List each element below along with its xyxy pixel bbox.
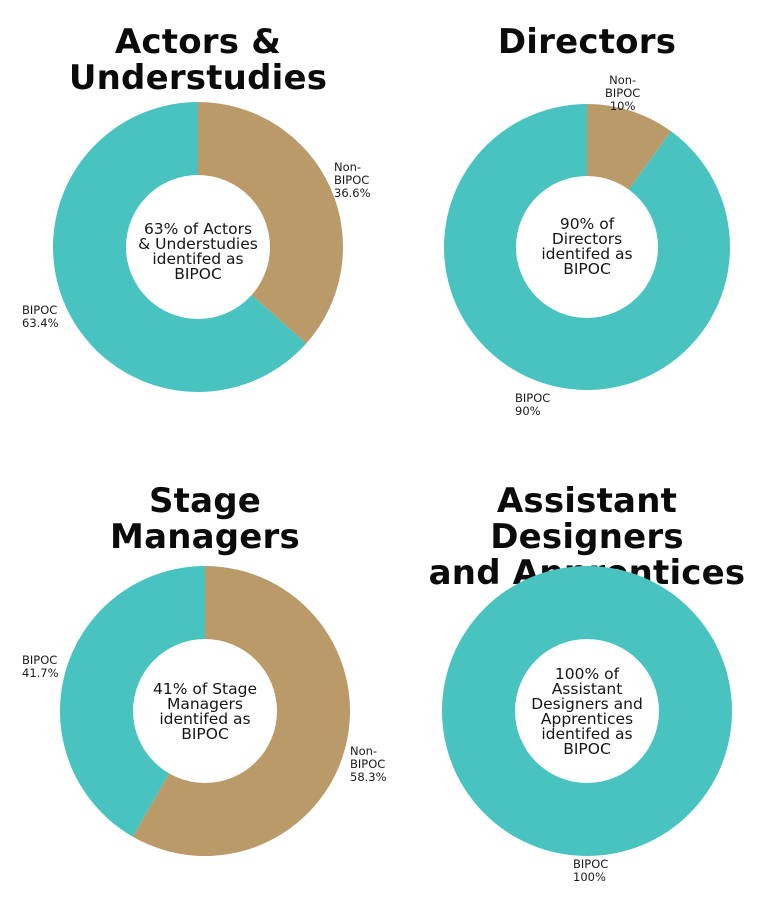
data-label-name: BIPOC	[573, 857, 609, 871]
chart-title-line: Understudies	[68, 58, 328, 98]
center-caption-line: BIPOC	[174, 265, 222, 283]
donut-hole	[516, 176, 658, 318]
data-label-value: 41.7%	[22, 666, 59, 680]
data-label-name: Non-BIPOC	[605, 73, 641, 100]
chart-title-line: Actors &	[114, 22, 282, 62]
data-label-value: 36.6%	[334, 186, 371, 200]
data-label-name: Non-BIPOC	[334, 160, 370, 187]
donut-hole	[126, 175, 270, 319]
donut-hole	[515, 639, 659, 783]
center-caption-line: BIPOC	[181, 725, 229, 743]
center-caption-line: 41% of Stage	[152, 680, 258, 698]
center-caption-line: Assistant	[551, 680, 623, 698]
center-caption-line: identifed as	[159, 710, 251, 728]
data-label-bipoc: BIPOC 41.7%	[22, 654, 59, 680]
data-label-value: 58.3%	[350, 770, 387, 784]
center-caption-line: BIPOC	[563, 260, 611, 278]
center-caption-line: Directors	[551, 230, 623, 248]
data-label-name: Non-BIPOC	[350, 744, 386, 771]
center-caption-line: 100% of	[554, 665, 620, 683]
center-caption: 100% of Assistant Designers and Apprentices…	[517, 665, 657, 758]
center-caption-line: identifed as	[541, 245, 633, 263]
center-caption-line: BIPOC	[563, 740, 611, 758]
data-label-bipoc: BIPOC 100%	[573, 858, 608, 884]
data-label-bipoc: BIPOC 90%	[515, 392, 550, 418]
data-label-value: 10%	[609, 99, 636, 113]
center-caption: 90% of Directors identifed as BIPOC	[517, 215, 657, 278]
chart-title-line: Stage	[148, 481, 262, 521]
data-label-value: 63.4%	[22, 316, 59, 330]
center-caption: 63% of Actors & Understudies identifed as B…	[128, 220, 268, 283]
center-caption-line: identifed as	[152, 250, 244, 268]
center-caption-line: Managers	[166, 695, 244, 713]
chart-title-line: Directors	[497, 22, 677, 62]
center-caption-line: Designers and	[531, 695, 643, 713]
chart-title: Actors & Understudies	[38, 24, 358, 96]
chart-title: Stage Managers	[45, 483, 365, 555]
slice-non-bipoc	[198, 102, 343, 344]
data-label-name: BIPOC	[22, 303, 58, 317]
data-label-bipoc: BIPOC 63.4%	[22, 304, 59, 330]
center-caption-line: & Understudies	[138, 235, 258, 253]
data-label-value: 100%	[573, 870, 606, 884]
center-caption-line: Apprentices	[540, 710, 634, 728]
center-caption: 41% of Stage Managers identifed as BIPOC	[135, 680, 275, 743]
chart-title: Directors	[427, 24, 747, 60]
chart-title-line: Managers	[110, 517, 300, 557]
data-label-non-bipoc: Non-BIPOC 58.3%	[350, 745, 387, 784]
chart-title-line: Assistant Designers	[490, 481, 684, 557]
data-label-name: BIPOC	[22, 653, 58, 667]
center-caption-line: 63% of Actors	[143, 220, 253, 238]
data-label-value: 90%	[515, 404, 541, 418]
center-caption-line: 90% of	[559, 215, 615, 233]
data-label-name: BIPOC	[515, 391, 551, 405]
donut-hole	[133, 639, 277, 783]
data-label-non-bipoc: Non-BIPOC 36.6%	[334, 161, 371, 200]
data-label-non-bipoc: Non-BIPOC 10%	[605, 74, 640, 113]
center-caption-line: identifed as	[541, 725, 633, 743]
